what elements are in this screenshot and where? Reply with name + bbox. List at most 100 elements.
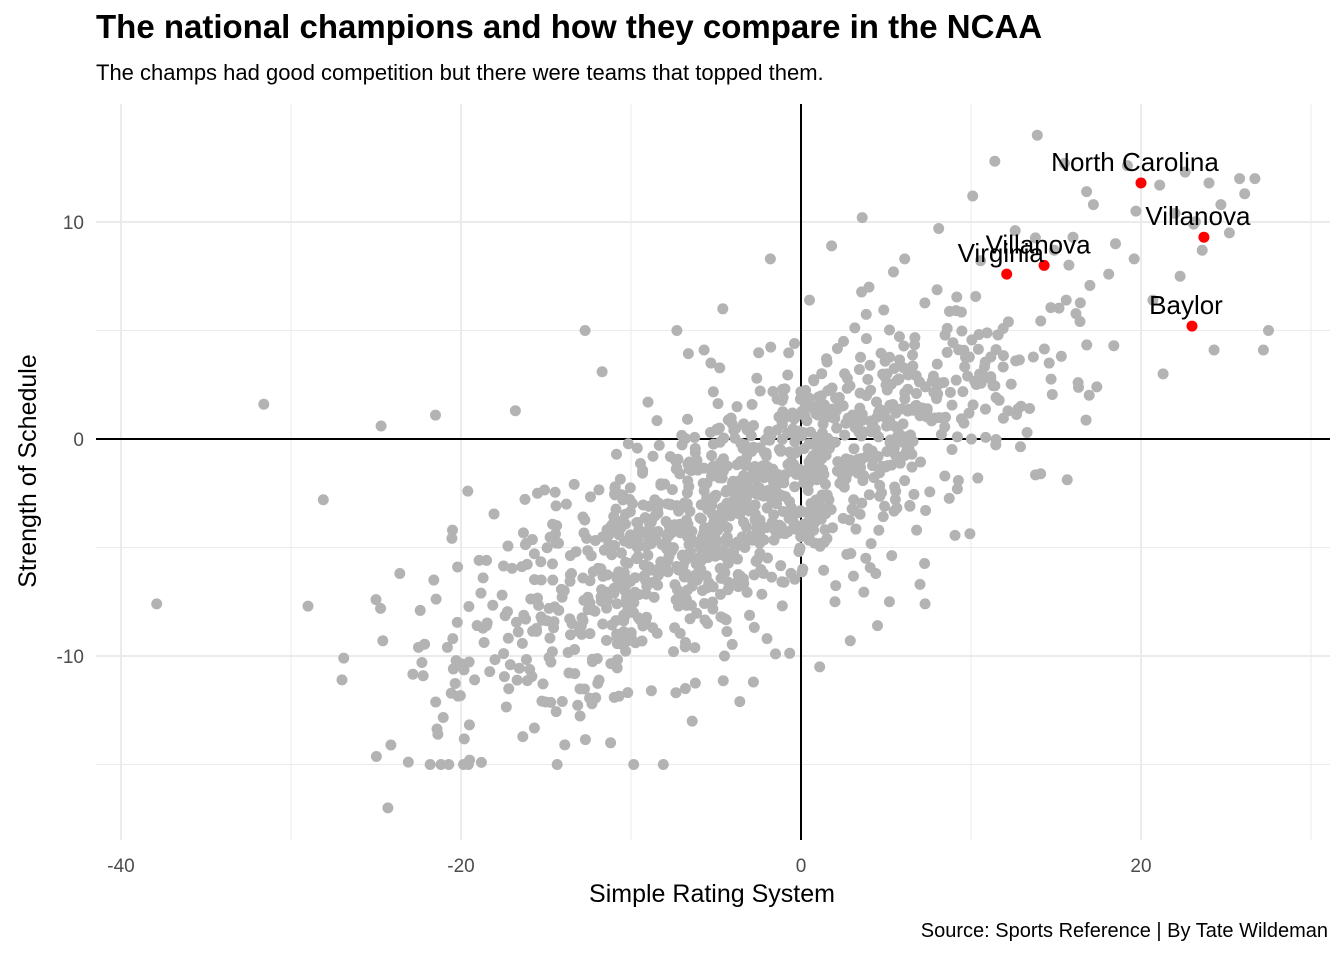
data-point bbox=[600, 634, 612, 646]
data-point bbox=[819, 478, 831, 490]
data-point bbox=[511, 674, 523, 686]
data-point bbox=[620, 645, 632, 657]
data-point bbox=[864, 562, 876, 574]
data-point bbox=[766, 516, 778, 528]
data-point bbox=[721, 625, 733, 637]
data-point bbox=[631, 541, 643, 553]
data-point bbox=[1061, 474, 1073, 486]
data-point bbox=[787, 448, 799, 460]
data-point bbox=[826, 240, 838, 252]
data-point bbox=[502, 632, 514, 644]
data-point bbox=[463, 719, 475, 731]
data-point bbox=[477, 572, 489, 584]
data-point bbox=[921, 403, 933, 415]
data-point bbox=[893, 430, 905, 442]
data-point bbox=[670, 455, 682, 467]
data-point bbox=[951, 431, 963, 443]
data-point bbox=[698, 462, 710, 474]
data-point bbox=[651, 415, 663, 427]
data-point bbox=[1083, 389, 1095, 401]
data-point bbox=[516, 637, 528, 649]
data-point bbox=[546, 558, 558, 570]
data-point bbox=[753, 528, 765, 540]
data-point bbox=[1013, 354, 1025, 366]
data-point bbox=[967, 190, 979, 202]
data-point bbox=[509, 405, 521, 417]
data-point bbox=[517, 527, 529, 539]
data-point bbox=[919, 598, 931, 610]
data-point bbox=[634, 458, 646, 470]
data-point bbox=[563, 667, 575, 679]
data-point bbox=[619, 610, 631, 622]
data-point bbox=[566, 618, 578, 630]
data-point bbox=[370, 751, 382, 763]
data-point bbox=[822, 407, 834, 419]
data-point bbox=[761, 633, 773, 645]
data-point bbox=[651, 627, 663, 639]
data-point bbox=[512, 626, 524, 638]
data-point bbox=[814, 661, 826, 673]
data-point bbox=[462, 485, 474, 497]
data-point bbox=[818, 564, 830, 576]
data-point bbox=[941, 346, 953, 358]
data-point bbox=[776, 411, 788, 423]
data-point bbox=[871, 396, 883, 408]
data-point bbox=[849, 322, 861, 334]
data-point bbox=[682, 413, 694, 425]
data-point bbox=[550, 500, 562, 512]
data-point bbox=[1046, 388, 1058, 400]
data-point bbox=[943, 305, 955, 317]
data-point bbox=[1067, 231, 1079, 243]
data-point bbox=[712, 398, 724, 410]
data-point bbox=[785, 567, 797, 579]
data-point bbox=[697, 533, 709, 545]
data-point bbox=[435, 759, 447, 770]
data-point bbox=[624, 482, 636, 494]
data-point bbox=[504, 659, 516, 671]
data-point bbox=[710, 424, 722, 436]
data-point bbox=[556, 591, 568, 603]
data-point bbox=[770, 648, 781, 660]
data-point bbox=[1038, 343, 1050, 355]
data-point bbox=[677, 549, 689, 561]
data-point bbox=[738, 418, 750, 430]
data-point bbox=[779, 383, 791, 395]
data-point bbox=[693, 560, 705, 572]
data-point bbox=[753, 347, 765, 359]
data-point bbox=[739, 459, 751, 471]
data-point bbox=[553, 537, 565, 549]
data-point bbox=[708, 467, 720, 479]
data-point bbox=[699, 522, 711, 534]
data-point bbox=[584, 491, 596, 503]
data-point bbox=[1072, 381, 1084, 393]
data-point bbox=[671, 561, 683, 573]
data-point bbox=[967, 399, 979, 411]
data-point bbox=[1080, 414, 1092, 426]
data-point bbox=[710, 543, 722, 555]
data-point bbox=[897, 418, 909, 430]
data-point bbox=[707, 386, 719, 398]
data-point bbox=[414, 604, 426, 616]
data-point bbox=[726, 638, 738, 650]
data-point bbox=[823, 494, 835, 506]
data-point bbox=[498, 671, 510, 683]
data-point bbox=[751, 372, 763, 384]
data-point bbox=[997, 350, 1009, 362]
data-point bbox=[721, 460, 733, 472]
data-point bbox=[831, 465, 843, 477]
data-point bbox=[719, 501, 731, 513]
data-point bbox=[919, 297, 931, 309]
data-point bbox=[718, 612, 730, 624]
data-point bbox=[577, 572, 589, 584]
data-point bbox=[258, 398, 270, 410]
data-point bbox=[754, 385, 766, 397]
data-point bbox=[646, 500, 658, 512]
data-point bbox=[691, 607, 703, 619]
data-point bbox=[1103, 268, 1115, 280]
data-point bbox=[893, 331, 905, 343]
data-point bbox=[537, 678, 549, 690]
data-point bbox=[734, 696, 746, 708]
data-point bbox=[1063, 259, 1075, 271]
data-point bbox=[574, 683, 586, 695]
data-point bbox=[679, 683, 691, 695]
